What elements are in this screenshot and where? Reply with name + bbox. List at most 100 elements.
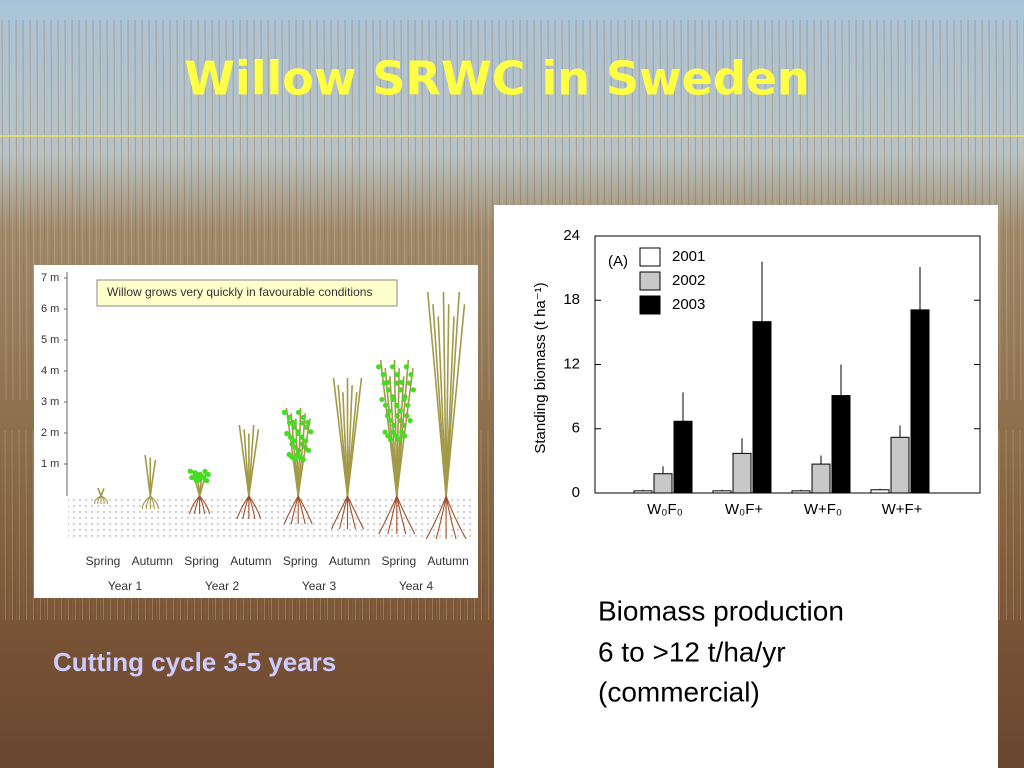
root xyxy=(242,495,250,520)
legend-label: 2002 xyxy=(672,272,705,289)
note: Willow grows very quickly in favourable … xyxy=(107,285,372,299)
panel-label: (A) xyxy=(608,253,628,270)
legend-label: 2003 xyxy=(672,296,705,313)
leaf xyxy=(393,433,399,439)
root xyxy=(283,495,299,525)
leaf xyxy=(189,474,195,481)
stem xyxy=(297,418,311,497)
leaf xyxy=(403,364,409,370)
leaf xyxy=(286,414,292,421)
root xyxy=(425,495,447,540)
leaf xyxy=(399,379,405,385)
season-label: Spring xyxy=(381,554,416,568)
bar xyxy=(870,489,890,494)
leaf xyxy=(385,387,391,393)
diagram-panel xyxy=(34,265,478,598)
root xyxy=(435,495,447,540)
root xyxy=(445,495,457,540)
plant xyxy=(281,407,314,525)
root xyxy=(248,495,256,520)
bar xyxy=(653,473,673,494)
leaf xyxy=(386,408,392,414)
y-tick-label: 24 xyxy=(563,227,580,244)
season-label: Spring xyxy=(184,554,219,568)
leaf xyxy=(390,396,396,403)
root xyxy=(194,495,201,515)
y-tick-label: 18 xyxy=(563,291,580,308)
bar xyxy=(712,490,732,494)
leaf xyxy=(202,468,208,474)
x-tick-label: W₀F₀ xyxy=(647,501,683,518)
leaf xyxy=(401,433,408,439)
note-box xyxy=(96,279,398,307)
x-tick-label: W+F+ xyxy=(882,501,923,518)
root xyxy=(189,495,201,515)
root xyxy=(97,495,102,505)
y-axis-title: Standing biomass (t ha⁻¹) xyxy=(532,282,549,453)
leaf xyxy=(305,419,311,426)
season-label: Autumn xyxy=(230,554,271,568)
stem xyxy=(248,429,260,497)
plant xyxy=(376,359,416,535)
leaf xyxy=(397,408,403,414)
root xyxy=(248,495,262,520)
season-label: Spring xyxy=(283,554,318,568)
bar xyxy=(811,463,831,494)
stem xyxy=(396,368,414,497)
leaf xyxy=(389,364,396,370)
leaf xyxy=(295,430,301,437)
root xyxy=(331,495,348,530)
year-label: Year 3 xyxy=(302,579,337,593)
bar xyxy=(732,452,752,494)
leaf xyxy=(396,437,402,443)
root xyxy=(378,495,398,535)
root xyxy=(100,495,108,505)
year-label: Year 1 xyxy=(108,579,143,593)
plant xyxy=(94,487,108,505)
y-tick-label: 6 xyxy=(572,420,580,437)
root xyxy=(199,495,211,515)
leaf xyxy=(410,387,416,393)
plant xyxy=(187,468,211,515)
plant xyxy=(425,291,467,540)
leaf xyxy=(382,429,388,435)
leaf xyxy=(305,447,312,453)
leaf xyxy=(281,409,287,415)
legend-swatch xyxy=(639,295,661,315)
leaf xyxy=(284,430,290,437)
leaf xyxy=(193,476,199,482)
season-label: Autumn xyxy=(132,554,173,568)
leaf xyxy=(197,471,203,477)
leaf xyxy=(394,402,400,408)
caption-line: Biomass production xyxy=(598,595,844,626)
leaf xyxy=(300,414,306,421)
caption-line: (commercial) xyxy=(598,676,760,707)
height-label: 5 m xyxy=(41,334,59,346)
leaf xyxy=(200,474,207,481)
root xyxy=(396,495,416,535)
y-tick-label: 12 xyxy=(563,355,580,372)
leaf xyxy=(408,371,414,378)
leaf xyxy=(291,419,297,426)
height-label: 4 m xyxy=(41,365,59,377)
root xyxy=(297,495,306,525)
caption-left: Cutting cycle 3-5 years xyxy=(53,647,336,677)
root xyxy=(346,495,357,530)
leaf xyxy=(405,402,411,408)
leaf xyxy=(187,468,193,474)
root xyxy=(236,495,250,520)
leaf xyxy=(407,417,413,424)
soil xyxy=(68,497,473,539)
leaf xyxy=(399,429,405,435)
stem xyxy=(100,488,105,497)
year-label: Year 4 xyxy=(399,579,434,593)
height-label: 2 m xyxy=(41,427,59,439)
root xyxy=(338,495,349,530)
leaf xyxy=(376,364,382,370)
season-label: Autumn xyxy=(427,554,468,568)
x-tick-label: W₀F+ xyxy=(725,501,764,518)
root xyxy=(445,495,467,540)
leaf xyxy=(390,429,397,435)
plant xyxy=(236,424,262,520)
